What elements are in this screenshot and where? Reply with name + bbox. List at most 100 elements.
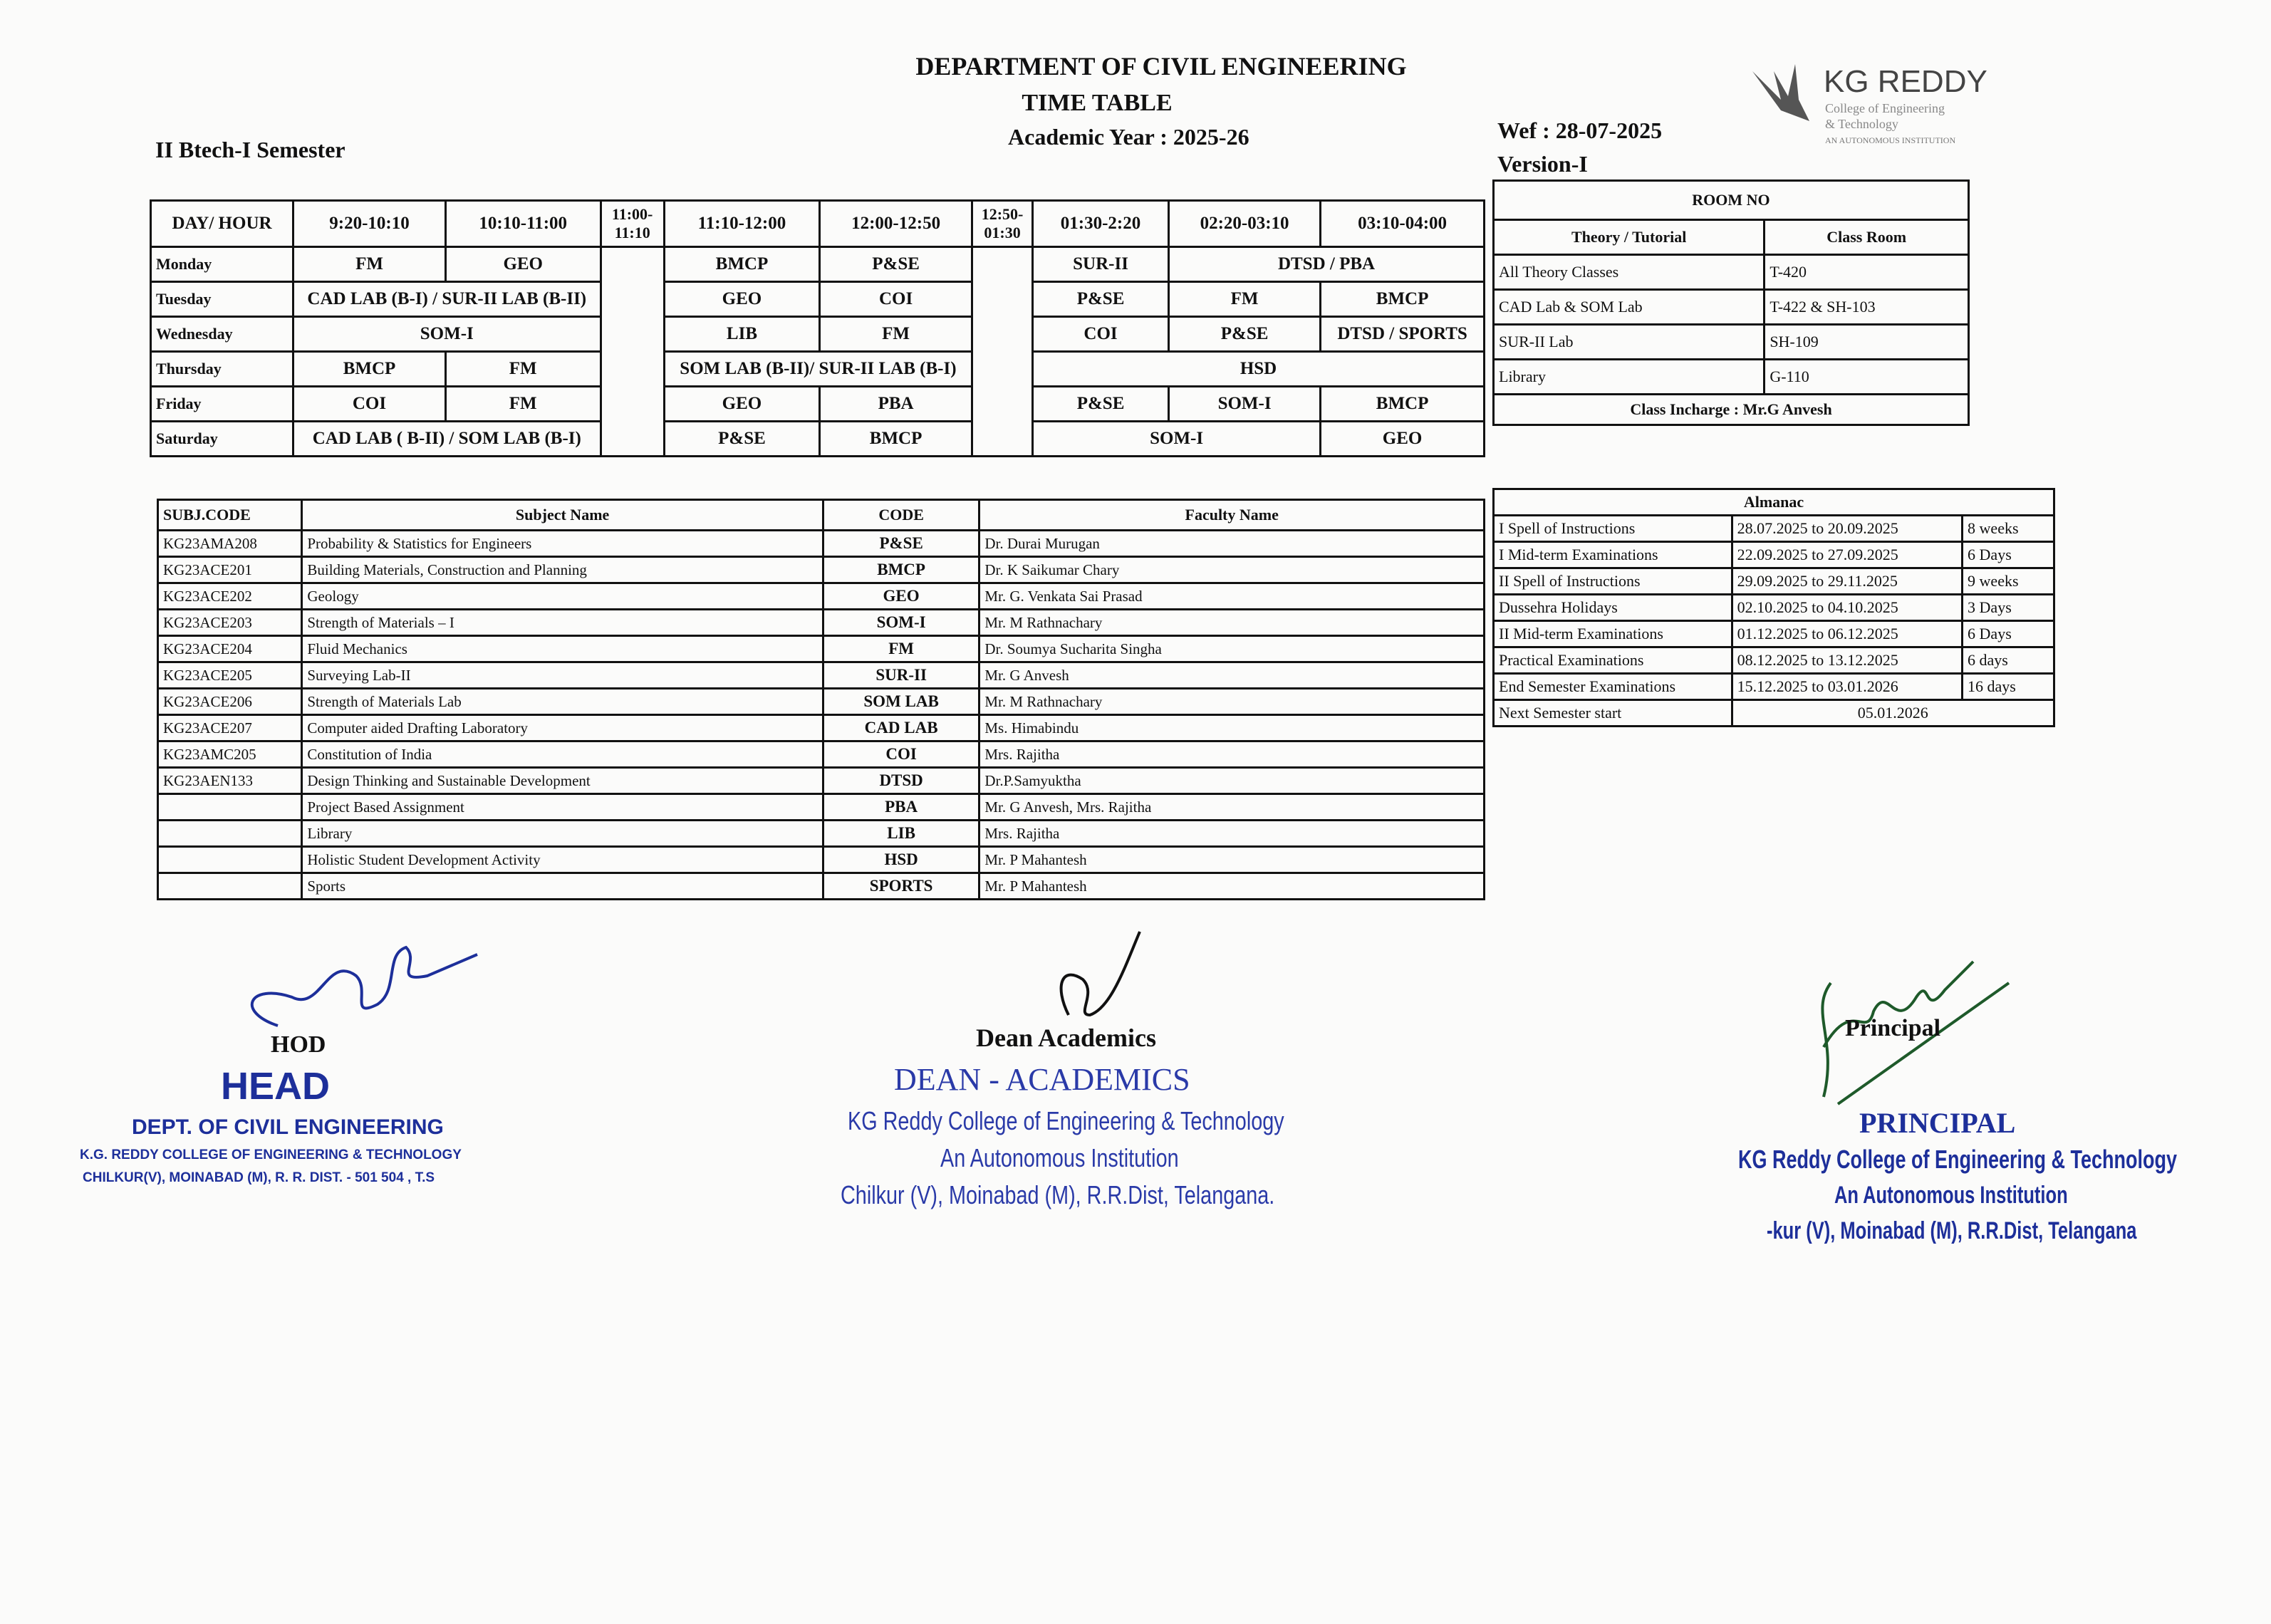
subject-cell: COI [821,740,981,769]
period-cell: P&SE [1168,316,1322,353]
almanac-cell: 28.07.2025 to 20.09.2025 [1730,514,1964,543]
wef-date: Wef : 28-07-2025 [1497,118,1663,143]
subject-cell: Probability & Statistics for Engineers [301,529,824,558]
period-cell: COI [1031,316,1170,353]
period-cell: BMCP [662,246,821,283]
subject-cell: KG23ACE204 [156,635,303,663]
period-cell: LIB [662,316,821,353]
subject-cell: Mr. P Mahantesh [978,845,1485,874]
subject-cell: Mr. P Mahantesh [978,872,1485,900]
period-cell: FM [444,350,602,387]
subject-cell: FM [821,635,981,663]
subject-row: KG23ACE202 Geology GEO Mr. G. Venkata Sai P… [156,582,1485,610]
period-cell: DTSD / SPORTS [1319,316,1485,353]
hod-label: HOD [271,1031,326,1058]
subject-cell: Strength of Materials Lab [301,687,824,716]
subject-row: KG23ACE205 Surveying Lab-II SUR-II Mr. G An… [156,661,1485,689]
dean-stamp: DEAN - ACADEMICS [894,1062,1190,1097]
almanac-cell: II Spell of Instructions [1492,567,1733,595]
period-cell: SOM-I [292,316,602,353]
period-cell: SOM-I [1031,420,1322,457]
almanac-cell: 15.12.2025 to 03.01.2026 [1730,672,1964,701]
almanac-cell: 8 weeks [1961,514,2055,543]
almanac-cell: Next Semester start [1492,699,1733,727]
logo-name: KG REDDY [1824,64,1987,99]
principal-stamp: -kur (V), Moinabad (M), R.R.Dist, Telang… [1767,1217,2137,1244]
almanac-cell: 6 days [1961,646,2055,675]
college-logo: KG REDDY College of Engineering & Techno… [1745,57,2002,164]
almanac-cell: I Spell of Instructions [1492,514,1733,543]
period-cell: BMCP [292,350,447,387]
logo-line2: & Technology [1825,117,1898,131]
subject-cell: Strength of Materials – I [301,608,824,637]
day-label: Friday [149,385,295,422]
almanac-cell: 29.09.2025 to 29.11.2025 [1730,567,1964,595]
logo-line1: College of Engineering [1825,101,1945,115]
subject-cell: Mrs. Rajitha [978,819,1485,848]
timetable-row: Monday FM GEO BMCP P&SE SUR-II DTSD / PBA [149,246,1485,457]
almanac-cell: I Mid-term Examinations [1492,541,1733,569]
subject-row: KG23AMC205 Constitution of India COI Mrs. R… [156,740,1485,769]
subject-cell: Dr. K Saikumar Chary [978,556,1485,584]
room-cell: SH-109 [1763,323,1970,360]
column-header: 12:50-01:30 [971,199,1034,248]
subject-row: KG23ACE204 Fluid Mechanics FM Dr. Soumya Su… [156,635,1485,663]
almanac-cell: Practical Examinations [1492,646,1733,675]
subject-row: KG23AMA208 Probability & Statistics for E… [156,529,1485,558]
almanac-cell: End Semester Examinations [1492,672,1733,701]
almanac-row: II Mid-term Examinations 01.12.2025 to 06… [1492,620,2055,648]
period-cell: HSD [1031,350,1485,387]
dean-stamp: Chilkur (V), Moinabad (M), R.R.Dist, Tel… [841,1180,1275,1209]
period-cell: CAD LAB (B-I) / SUR-II LAB (B-II) [292,281,602,318]
subject-cell: KG23AMC205 [156,740,303,769]
subject-cell [156,793,303,821]
almanac-cell: 05.01.2026 [1730,699,2056,727]
column-header: Faculty Name [978,499,1485,531]
room-cell: SUR-II Lab [1492,323,1766,360]
subject-cell: Mr. M Rathnachary [978,687,1485,716]
subject-cell: Mr. G. Venkata Sai Prasad [978,582,1485,610]
column-header: CODE [821,499,981,531]
subject-cell: Dr. Soumya Sucharita Singha [978,635,1485,663]
eagle-logo-icon [1752,64,1809,121]
dean-signature-icon [1059,931,1141,1017]
period-cell: BMCP [1319,281,1485,318]
subject-cell: Design Thinking and Sustainable Developm… [301,766,824,795]
day-label: Tuesday [149,281,295,318]
period-cell: P&SE [662,420,821,457]
period-cell: FM [819,316,974,353]
room-row: Library G-110 [1492,358,1970,395]
day-label: Saturday [149,420,295,457]
subject-cell: Dr.P.Samyuktha [978,766,1485,795]
hod-stamp: K.G. REDDY COLLEGE OF ENGINEERING & TECH… [80,1147,462,1162]
subject-cell: Mrs. Rajitha [978,740,1485,769]
timetable-grid: DAY/ HOUR 9:20-10:10 10:10-11:00 11:00-11:1… [149,199,1485,457]
subject-cell: Surveying Lab-II [301,661,824,689]
subject-cell: KG23AMA208 [156,529,303,558]
room-row: SUR-II Lab SH-109 [1492,323,1970,360]
subject-cell: KG23ACE206 [156,687,303,716]
period-cell: BMCP [1319,385,1485,422]
room-cell: CAD Lab & SOM Lab [1492,288,1766,326]
department-title: DEPARTMENT OF CIVIL ENGINEERING [915,52,1407,80]
almanac-title-row: Almanac [1492,488,2055,516]
timetable-row: Saturday CAD LAB ( B-II) / SOM LAB (B-I) P… [149,420,1485,457]
column-header: 10:10-11:00 [444,199,602,248]
hod-stamp: CHILKUR(V), MOINABAD (M), R. R. DIST. - … [83,1170,435,1185]
period-cell: COI [819,281,974,318]
subject-cell: KG23ACE202 [156,582,303,610]
principal-stamp: PRINCIPAL [1859,1107,2016,1139]
subject-cell: SUR-II [821,661,981,689]
subject-row: Project Based Assignment PBA Mr. G Anvesh,… [156,793,1485,821]
period-cell: COI [292,385,447,422]
room-title: ROOM NO [1492,179,1970,221]
subject-cell: BMCP [821,556,981,584]
subject-cell: P&SE [821,529,981,558]
subject-cell: Geology [301,582,824,610]
period-cell: SOM-I [1168,385,1322,422]
day-label: Monday [149,246,295,283]
period-cell: FM [1168,281,1322,318]
subject-cell [156,845,303,874]
principal-label: Principal [1845,1015,1941,1041]
